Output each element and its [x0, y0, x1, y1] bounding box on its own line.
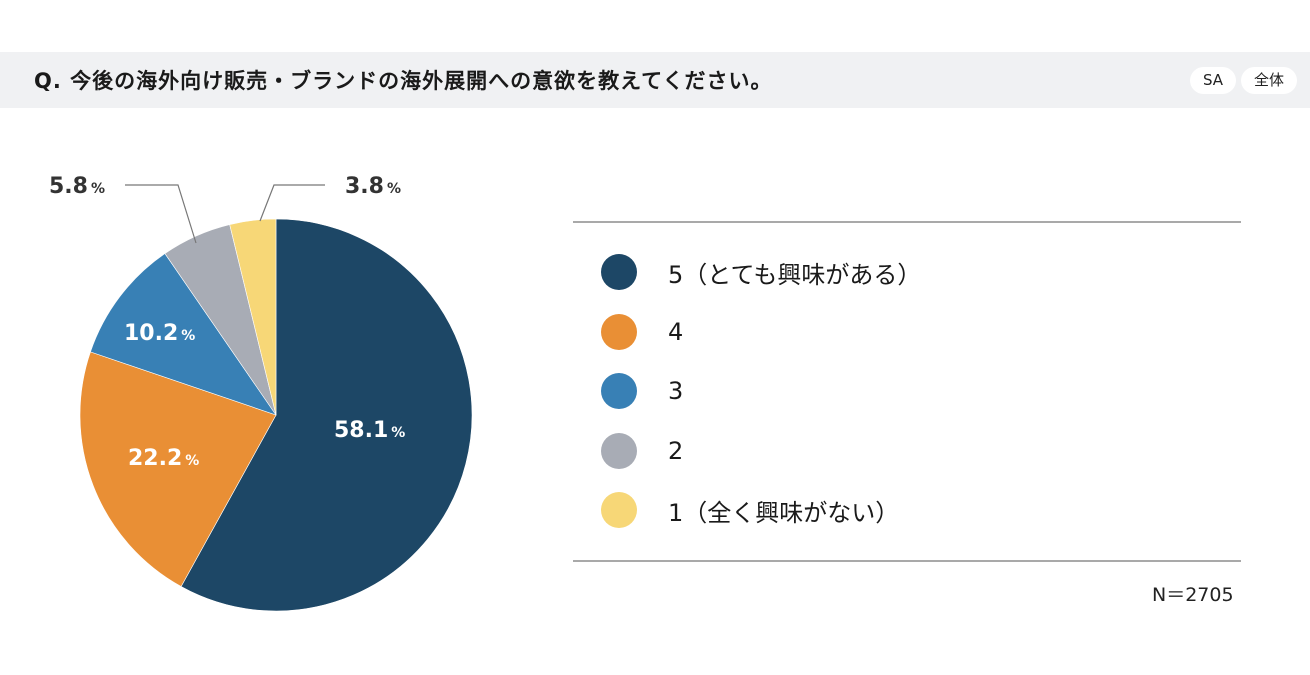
slice-label-5: 58.1%: [334, 418, 406, 443]
legend-swatch-icon: [601, 254, 637, 290]
leader-line-1: [259, 184, 325, 222]
legend-swatch-icon: [601, 314, 637, 350]
legend-item-1: 1（全く興味がない）: [601, 492, 899, 528]
legend-top-divider: [573, 221, 1241, 223]
legend-swatch-icon: [601, 433, 637, 469]
legend-item-2: 2: [601, 433, 683, 469]
slice-3: [90, 253, 277, 416]
question-header: Q. 今後の海外向け販売・ブランドの海外展開への意欲を教えてください。 SA 全…: [0, 52, 1310, 108]
legend-swatch-icon: [601, 373, 637, 409]
slice-label-1: 3.8%: [345, 174, 402, 199]
legend-item-4: 4: [601, 314, 683, 350]
sample-size: N＝2705: [1152, 584, 1234, 606]
question-title: Q. 今後の海外向け販売・ブランドの海外展開への意欲を教えてください。: [34, 69, 773, 93]
slice-label-2: 5.8%: [49, 174, 106, 199]
legend-item-3: 3: [601, 373, 683, 409]
legend-item-5: 5（とても興味がある）: [601, 254, 921, 290]
slice-label-4: 22.2%: [128, 446, 200, 471]
slice-label-3: 10.2%: [124, 321, 196, 346]
segment-badge: 全体: [1241, 67, 1298, 94]
slice-1: [229, 218, 277, 416]
legend-swatch-icon: [601, 492, 637, 528]
answer-type-badge: SA: [1190, 67, 1237, 94]
pie-chart: [79, 184, 473, 612]
slice-5: [180, 218, 473, 612]
slice-4: [79, 351, 277, 587]
legend-bottom-divider: [573, 560, 1241, 562]
leader-line-2: [125, 184, 197, 244]
